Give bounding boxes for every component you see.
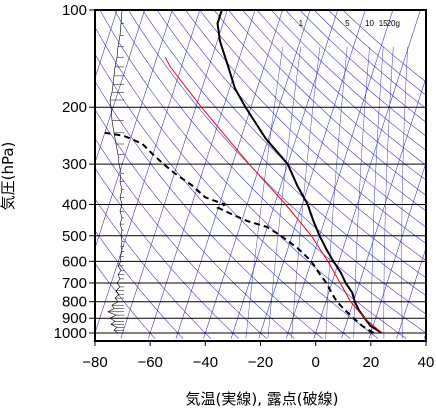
y-axis-title: 気圧(hPa) (0, 142, 17, 211)
dry-adiabat-line (228, 10, 426, 196)
x-tick-label: 20 (362, 354, 379, 371)
mixing-ratio-line (383, 46, 394, 339)
dry-adiabat-line (128, 10, 426, 315)
x-tick-label: −80 (82, 354, 107, 371)
dry-adiabat-line (156, 10, 426, 279)
mixing-ratio-line (267, 46, 302, 339)
mixing-ratio-line (245, 46, 284, 339)
dry-adiabat-line (95, 167, 239, 339)
dry-adiabat-line (95, 53, 351, 339)
y-tick-label: 300 (62, 156, 87, 173)
dry-adiabat-line (199, 10, 426, 228)
background-lines (95, 10, 426, 339)
x-tick-label: −60 (137, 354, 162, 371)
dry-adiabat-line (95, 137, 267, 339)
dewpoint-line (104, 131, 375, 334)
mixing-ratio-label: 20g (387, 19, 400, 28)
dry-adiabat-line (242, 10, 426, 181)
y-tick-label: 700 (62, 275, 87, 292)
y-tick-label: 400 (62, 196, 87, 213)
dry-adiabat-line (95, 80, 323, 339)
x-axis-title: 気温(実線), 露点(破線) (186, 390, 339, 408)
dry-adiabat-line (185, 10, 426, 244)
wind-profile (107, 10, 124, 334)
mixing-ratio-label: 10 (365, 19, 374, 28)
mixing-ratio-label: 15 (379, 19, 388, 28)
isotherm-line (95, 10, 173, 249)
dry-adiabat-line (99, 10, 407, 339)
dry-adiabat-line (256, 10, 426, 166)
dry-adiabat-line (95, 230, 184, 339)
mixing-ratio-line (291, 46, 321, 339)
temperature-axis: −80 −60 −40 −20 0 20 40 (82, 341, 434, 371)
mixing-ratio-label: 1 (299, 19, 304, 28)
dry-adiabat-line (142, 10, 426, 297)
temperature-line (216, 10, 383, 334)
dry-adiabat-line (95, 198, 212, 339)
mixing-ratio-line (370, 46, 384, 339)
y-tick-label: 800 (62, 294, 87, 311)
x-tick-label: 40 (418, 354, 435, 371)
x-tick-label: −20 (248, 354, 273, 371)
wind-trace (107, 10, 123, 334)
mixing-ratio-line (325, 46, 348, 339)
dry-adiabat-line (95, 262, 156, 339)
mixing-ratio-line (401, 46, 408, 339)
parcel-line (164, 56, 383, 334)
y-tick-label: 600 (62, 253, 87, 270)
sounding-series (104, 10, 383, 334)
mixing-ratio-label: 5 (345, 19, 350, 28)
y-tick-label: 200 (62, 99, 87, 116)
dry-adiabat-line (170, 10, 426, 261)
y-tick-label: 500 (62, 228, 87, 245)
y-tick-label: 900 (62, 310, 87, 327)
isotherm-line (95, 10, 145, 164)
y-tick-label: 1000 (54, 325, 87, 342)
dry-adiabat-line (95, 108, 295, 339)
x-tick-label: 0 (311, 354, 319, 371)
isotherm-line (95, 10, 118, 79)
dry-adiabat-line (213, 10, 426, 212)
dry-adiabat-line (270, 10, 426, 151)
y-tick-label: 100 (62, 2, 87, 19)
mixing-ratio-line (353, 46, 370, 339)
x-tick-label: −40 (193, 354, 218, 371)
